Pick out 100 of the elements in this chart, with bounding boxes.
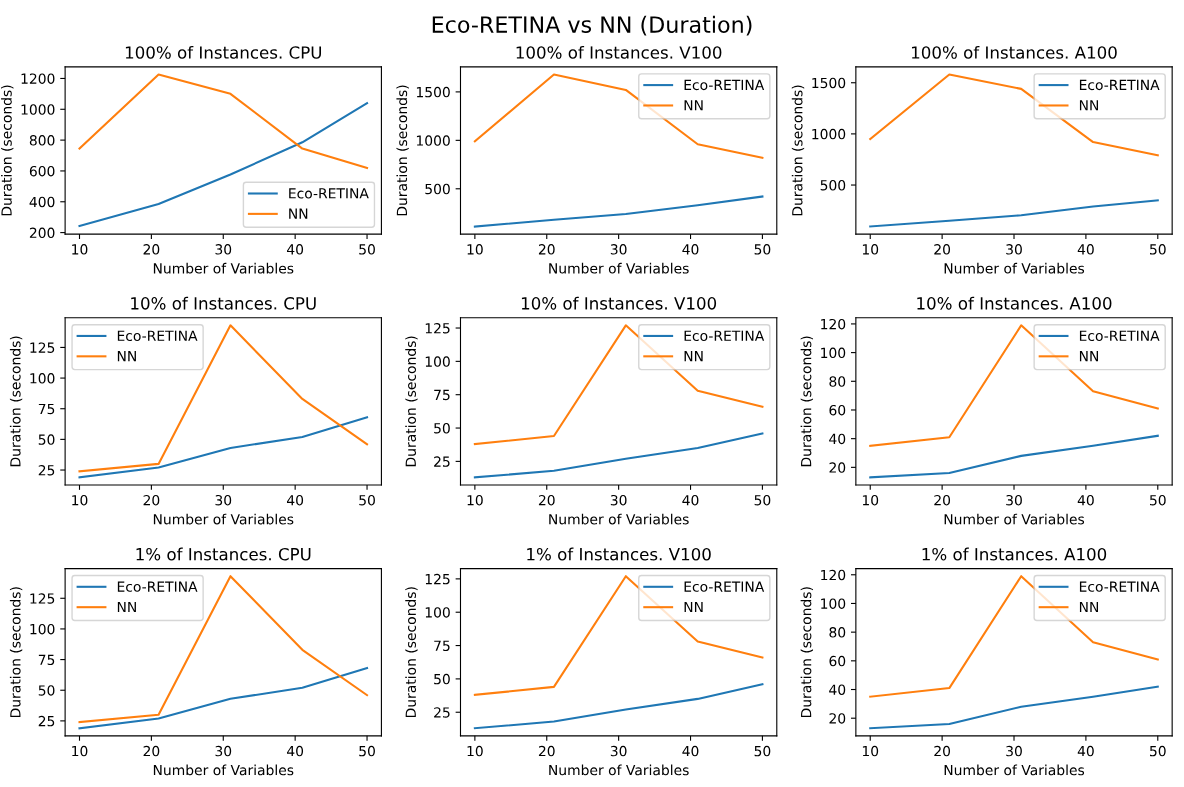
- x-tick-label: 20: [538, 745, 555, 757]
- x-tick-label: 10: [862, 244, 879, 255]
- y-axis-title: Duration (seconds): [800, 587, 814, 718]
- x-tick-label: 50: [754, 494, 771, 506]
- x-tick-label: 10: [72, 244, 88, 255]
- y-tick-label: 25: [434, 707, 450, 718]
- x-tick-label: 10: [467, 244, 483, 255]
- y-tick-label: 800: [29, 135, 55, 146]
- legend-label: Eco-RETINA: [684, 581, 765, 592]
- x-tick-label: 50: [359, 494, 375, 506]
- y-tick-label: 100: [425, 607, 450, 618]
- y-tick-label: 100: [30, 623, 55, 635]
- y-tick-label: 20: [829, 713, 846, 724]
- y-axis-title: Duration (seconds): [9, 587, 23, 718]
- line-series: [78, 73, 369, 169]
- y-tick-label: 125: [425, 573, 450, 585]
- line-series: [78, 667, 369, 730]
- y-tick-label: 600: [29, 165, 55, 177]
- x-tick-label: 50: [359, 244, 375, 255]
- y-tick-label: 80: [829, 376, 846, 387]
- y-tick-label: 50: [434, 423, 450, 434]
- x-tick-label: 20: [143, 745, 160, 757]
- x-tick-label: 20: [934, 745, 951, 757]
- y-tick-label: 50: [38, 434, 55, 445]
- chart-title: 10% of Instances. V100: [521, 296, 717, 310]
- x-tick-label: 30: [215, 244, 232, 255]
- text: Eco-RETINA vs NN (Duration): [432, 15, 752, 36]
- y-tick-label: 1500: [416, 86, 450, 98]
- y-tick-label: 100: [30, 373, 55, 384]
- x-tick-label: 20: [538, 244, 555, 255]
- y-tick-label: 100: [821, 598, 846, 609]
- x-tick-label: 20: [934, 494, 951, 506]
- legend-label: NN: [684, 601, 703, 613]
- x-tick-label: 10: [862, 494, 879, 506]
- line-series: [473, 683, 764, 730]
- y-tick-label: 400: [29, 196, 55, 208]
- legend-label: Eco-RETINA: [1079, 581, 1160, 592]
- x-axis-title: Number of Variables: [944, 513, 1085, 525]
- y-tick-label: 60: [829, 655, 846, 667]
- x-tick-label: 10: [467, 494, 483, 506]
- legend-label: Eco-RETINA: [117, 330, 198, 341]
- line-series: [473, 432, 764, 479]
- y-tick-label: 40: [829, 433, 846, 445]
- line-series: [78, 324, 369, 473]
- y-axis-title: Duration (seconds): [396, 85, 409, 216]
- x-tick-label: 40: [682, 494, 699, 506]
- y-tick-label: 200: [29, 227, 55, 239]
- line-series: [869, 685, 1159, 730]
- y-tick-label: 75: [434, 640, 450, 652]
- x-tick-label: 40: [1077, 244, 1094, 255]
- x-tick-label: 10: [72, 745, 88, 757]
- y-axis-title: Duration (seconds): [405, 336, 418, 467]
- y-tick-label: 125: [30, 593, 55, 604]
- y-tick-label: 75: [38, 654, 55, 666]
- y-tick-label: 25: [38, 715, 55, 727]
- y-tick-label: 120: [821, 318, 846, 330]
- x-axis-title: Number of Variables: [549, 513, 689, 525]
- x-tick-label: 40: [287, 244, 304, 255]
- x-axis-title: Number of Variables: [549, 262, 689, 274]
- x-axis-title: Number of Variables: [153, 513, 294, 525]
- chart-title: 100% of Instances. CPU: [125, 45, 321, 59]
- x-axis-title: Number of Variables: [944, 764, 1085, 776]
- line-series: [78, 416, 369, 479]
- x-tick-label: 10: [862, 745, 879, 757]
- line-series: [869, 73, 1159, 157]
- y-axis-title: Duration (seconds): [9, 336, 23, 467]
- x-tick-label: 20: [143, 494, 160, 506]
- chart-title: 100% of Instances. A100: [912, 45, 1117, 59]
- y-tick-label: 50: [38, 685, 55, 696]
- legend-label: NN: [289, 208, 308, 219]
- legend-label: Eco-RETINA: [684, 330, 765, 341]
- x-tick-label: 30: [215, 494, 232, 506]
- y-tick-label: 100: [425, 356, 450, 367]
- y-axis-title: Duration (seconds): [1, 85, 14, 216]
- line-series: [473, 73, 764, 159]
- y-tick-label: 50: [434, 673, 450, 685]
- x-tick-label: 10: [467, 745, 483, 757]
- x-tick-label: 30: [1006, 244, 1022, 255]
- x-tick-label: 50: [1150, 745, 1166, 757]
- x-tick-label: 20: [934, 244, 951, 255]
- y-tick-label: 1200: [21, 73, 55, 84]
- legend-label: NN: [684, 100, 703, 111]
- x-tick-label: 30: [1006, 494, 1022, 506]
- y-tick-label: 40: [829, 684, 846, 695]
- x-tick-label: 40: [682, 745, 699, 757]
- y-tick-label: 125: [425, 322, 450, 334]
- legend-label: NN: [1079, 100, 1098, 111]
- line-series: [869, 199, 1159, 228]
- y-tick-label: 500: [820, 180, 846, 191]
- y-tick-label: 75: [38, 403, 55, 415]
- x-tick-label: 30: [610, 745, 627, 757]
- x-tick-label: 30: [1006, 745, 1022, 757]
- y-tick-label: 25: [434, 456, 450, 467]
- x-axis-title: Number of Variables: [153, 764, 294, 776]
- line-series: [78, 575, 369, 724]
- chart-title: 1% of Instances. CPU: [136, 547, 311, 561]
- legend-label: Eco-RETINA: [289, 188, 369, 199]
- y-tick-label: 100: [821, 347, 846, 359]
- chart-title: 100% of Instances. V100: [516, 45, 722, 59]
- legend-label: NN: [1079, 351, 1098, 362]
